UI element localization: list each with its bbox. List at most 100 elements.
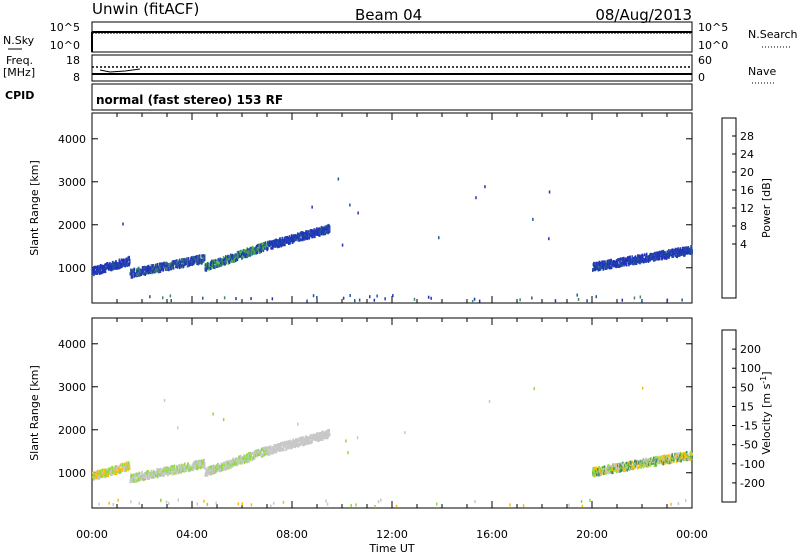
heatmap-cell [220, 462, 223, 466]
heatmap-cell [106, 468, 108, 472]
heatmap-cell [121, 468, 124, 472]
heatmap-cell [236, 463, 239, 467]
heatmap-cell [324, 435, 326, 439]
heatmap-cell [257, 452, 259, 456]
x-axis-ticks: 00:00 04:00 08:00 12:00 16:00 20:00 00:00 [76, 528, 708, 541]
heatmap-cell [127, 461, 130, 465]
heatmap-cell [658, 460, 661, 464]
heatmap-cell [290, 238, 292, 242]
heatmap-cell [201, 261, 203, 265]
nsky-label: N.Sky [3, 34, 35, 47]
heatmap-cell [301, 234, 303, 238]
heatmap-cell [120, 258, 123, 262]
heatmap-cell [649, 258, 651, 262]
heatmap-cell [614, 466, 617, 470]
heatmap-cell [205, 467, 207, 471]
heatmap-cell [140, 477, 142, 481]
heatmap-cell [197, 461, 199, 465]
heatmap-cell [101, 264, 103, 268]
heatmap-cell [617, 258, 619, 262]
heatmap-cell [177, 426, 179, 430]
heatmap-cell [690, 245, 693, 249]
heatmap-cell [203, 254, 206, 258]
noise-panel: 10^5 10^0 10^5 10^0 N.Sky N.Search [3, 21, 798, 53]
heatmap-cell [284, 442, 287, 446]
heatmap-cell [215, 501, 217, 505]
heatmap-cell [132, 273, 135, 277]
heatmap-cell [684, 253, 686, 257]
heatmap-cell [681, 453, 683, 457]
heatmap-cell [229, 465, 232, 469]
heatmap-cell [548, 190, 551, 194]
heatmap-cell [656, 257, 658, 261]
heatmap-cell [623, 256, 625, 260]
heatmap-cell [195, 256, 198, 260]
heatmap-cell [670, 502, 672, 506]
colorbar-tick-label: 100 [740, 362, 761, 375]
colorbar-tick-label: 15 [740, 400, 754, 413]
heatmap-cell [268, 447, 271, 451]
heatmap-cell [653, 463, 656, 467]
heatmap-cell [621, 468, 623, 472]
heatmap-cell [237, 502, 240, 506]
heatmap-cell [176, 465, 179, 469]
heatmap-cell [176, 259, 178, 263]
heatmap-cell [133, 478, 135, 481]
heatmap-cell [235, 297, 237, 301]
heatmap-cell [103, 475, 106, 479]
heatmap-cell [137, 266, 140, 270]
heatmap-cell [289, 236, 292, 240]
heatmap-cell [124, 469, 126, 473]
heatmap-cell [608, 471, 611, 475]
heatmap-cell [438, 236, 440, 240]
heatmap-cell [293, 445, 296, 448]
heatmap-cell [239, 454, 242, 458]
heatmap-cell [290, 443, 293, 447]
heatmap-cell [673, 457, 676, 461]
heatmap-cell [291, 237, 293, 241]
heatmap-cell [647, 464, 649, 468]
heatmap-cell [267, 240, 269, 244]
heatmap-cell [156, 263, 159, 266]
heatmap-cell [218, 257, 220, 261]
heatmap-cell [271, 297, 274, 301]
heatmap-cell [280, 443, 283, 447]
heatmap-cell [674, 247, 677, 251]
heatmap-cell [128, 258, 131, 262]
heatmap-cell [202, 255, 204, 259]
heatmap-cell [193, 464, 196, 468]
heatmap-cell [270, 504, 272, 508]
heatmap-cell [631, 460, 633, 464]
heatmap-cell [170, 299, 172, 303]
heatmap-cell [678, 456, 681, 460]
heatmap-cell [660, 253, 662, 257]
heatmap-cell [158, 268, 161, 272]
heatmap-cell [532, 217, 534, 221]
heatmap-cell [299, 442, 301, 446]
heatmap-cell [185, 261, 187, 265]
heatmap-cell [126, 462, 129, 465]
heatmap-cell [341, 243, 344, 247]
heatmap-cell [303, 437, 305, 441]
heatmap-cell [576, 293, 578, 297]
heatmap-cell [309, 438, 311, 442]
heatmap-cell [93, 472, 95, 476]
heatmap-cell [218, 465, 221, 468]
heatmap-cell [144, 266, 147, 270]
heatmap-cell [263, 449, 265, 453]
heatmap-cell [142, 478, 145, 482]
heatmap-cell [170, 264, 172, 268]
heatmap-cell [646, 258, 648, 262]
heatmap-cell [306, 237, 308, 241]
heatmap-cell [251, 253, 253, 257]
heatmap-cell [203, 458, 205, 462]
heatmap-cell [413, 297, 416, 301]
heatmap-cell [603, 263, 605, 267]
heatmap-cell [316, 438, 318, 441]
heatmap-cell [132, 475, 134, 479]
heatmap-cell [680, 459, 682, 463]
heatmap-cell [202, 296, 204, 300]
heatmap-cell [647, 461, 650, 465]
heatmap-cell [655, 462, 658, 466]
heatmap-cell [663, 460, 665, 464]
